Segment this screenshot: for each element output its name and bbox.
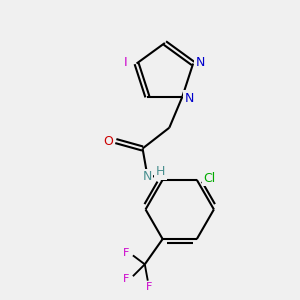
Text: N: N (185, 92, 194, 105)
Text: N: N (142, 170, 152, 183)
Text: O: O (103, 135, 113, 148)
Text: N: N (196, 56, 205, 69)
Text: F: F (123, 248, 130, 258)
Text: F: F (146, 282, 152, 292)
Text: H: H (156, 165, 165, 178)
Text: I: I (124, 56, 127, 69)
Text: Cl: Cl (203, 172, 215, 185)
Text: F: F (123, 274, 130, 284)
